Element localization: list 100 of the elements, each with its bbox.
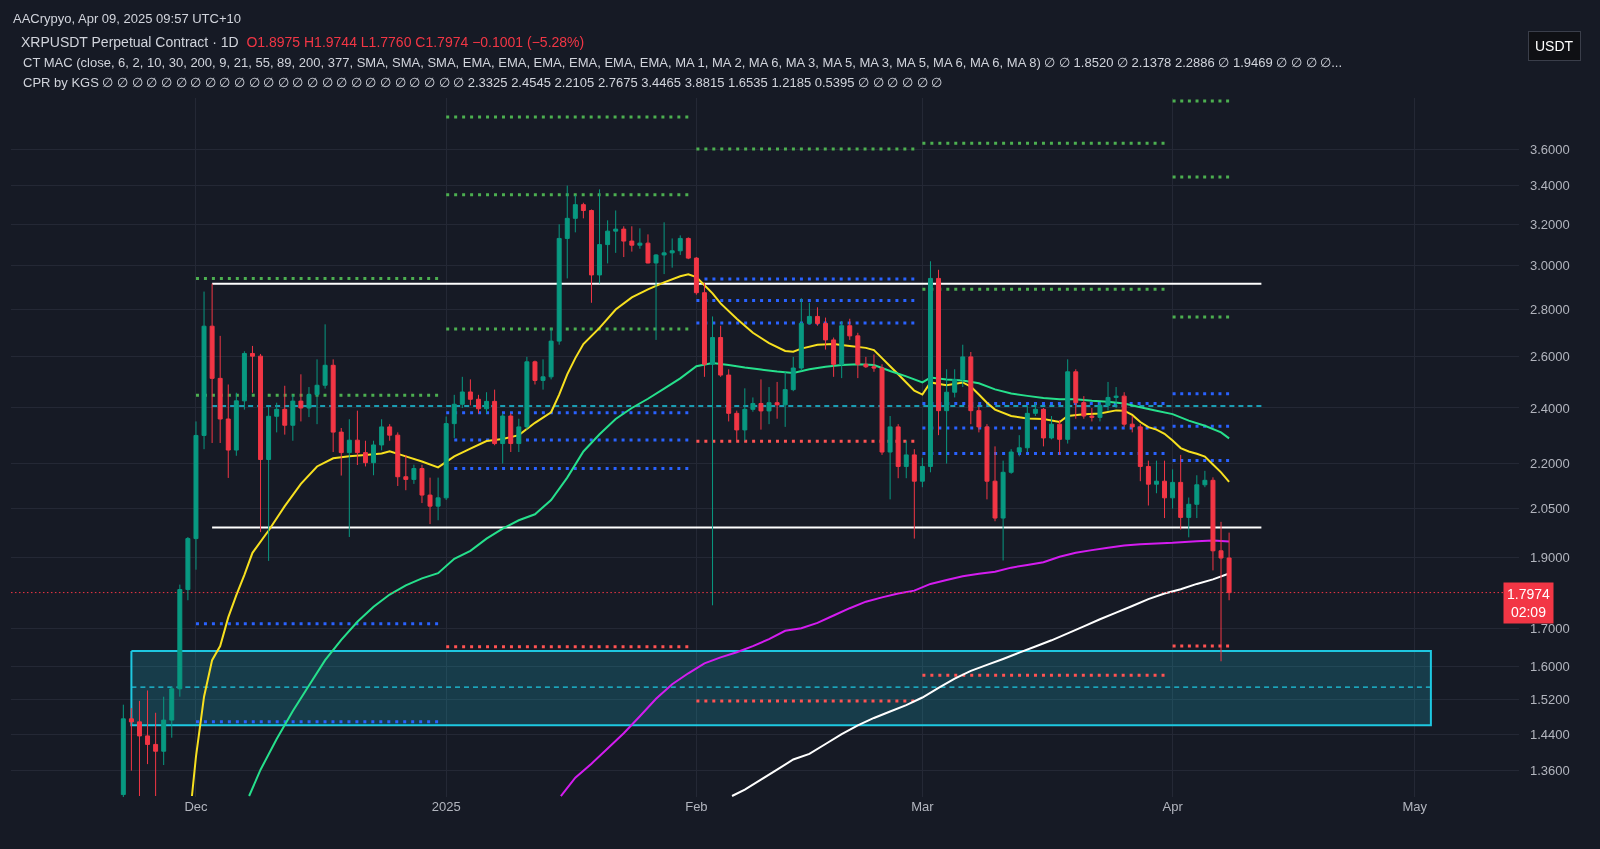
candlestick xyxy=(669,237,675,269)
candlestick xyxy=(1097,402,1103,422)
candlestick xyxy=(944,368,950,465)
candlestick xyxy=(258,353,264,533)
candlestick xyxy=(451,394,457,439)
line-series xyxy=(559,539,1231,797)
candlestick xyxy=(411,464,417,485)
candlestick xyxy=(564,185,570,279)
candlestick xyxy=(1065,358,1071,445)
y-tick-label: 3.6000 xyxy=(1530,141,1570,157)
candlestick xyxy=(790,356,796,392)
line-series xyxy=(190,273,1231,797)
candlestick xyxy=(322,323,328,390)
candlestick xyxy=(1016,434,1022,457)
candlestick xyxy=(597,188,603,284)
candlestick xyxy=(976,406,982,433)
candlestick xyxy=(145,689,151,765)
candlestick xyxy=(782,371,788,428)
candlestick xyxy=(903,440,909,479)
y-tick-label: 2.4000 xyxy=(1530,400,1570,416)
candlestick xyxy=(274,402,280,433)
y-tick-label: 2.8000 xyxy=(1530,302,1570,318)
candlestick xyxy=(1170,468,1176,510)
candlestick xyxy=(225,383,231,479)
candlestick xyxy=(580,202,586,219)
chart-title: XRPUSDT Perpetual Contract · 1D xyxy=(21,33,239,50)
candlestick xyxy=(645,233,651,264)
candlestick xyxy=(1121,391,1127,428)
candlestick xyxy=(1024,404,1030,453)
candlestick xyxy=(1040,407,1046,447)
y-tick-label: 1.9000 xyxy=(1530,549,1570,565)
candlestick xyxy=(1089,407,1095,422)
candlestick xyxy=(354,410,360,466)
candlestick xyxy=(1057,419,1063,456)
candlestick xyxy=(548,327,554,380)
candlestick xyxy=(693,256,699,296)
candlestick xyxy=(871,353,877,373)
candlestick xyxy=(1145,460,1151,507)
text: CT MAC (close, 6, 2, 10, 30, 200, 9, 21, 55, 89, 200, 377, SMA, SMA, SMA, EMA, EMA, EMA, EMA, EMA, EMA, MA 1, MA 2, MA 6, MA 3, MA 5, MA 3, MA 5, MA 6, MA 6, MA 8) ∅ ∅ 1.8520 ∅ 2.1378 2.2886 ∅ 1.9469 ∅ ∅ ∅ ∅... xyxy=(23,55,1342,70)
candlestick xyxy=(806,302,812,326)
candlestick xyxy=(379,418,385,451)
candlestick xyxy=(952,368,958,398)
candlestick xyxy=(1178,454,1184,531)
candlestick xyxy=(387,423,393,442)
text: AACrypyo, Apr 09, 2025 09:57 UTC+10 xyxy=(13,11,241,26)
candlestick xyxy=(1137,423,1143,482)
candlestick xyxy=(282,385,288,436)
candlestick xyxy=(508,412,514,453)
candlestick xyxy=(887,415,893,500)
line-series xyxy=(248,362,1231,797)
candlestick xyxy=(403,454,409,491)
candlestick xyxy=(169,686,175,739)
candlestick xyxy=(936,269,942,436)
y-tick-label: 1.3600 xyxy=(1530,763,1570,779)
candlestick xyxy=(927,260,933,473)
candlestick xyxy=(1226,532,1232,601)
x-tick-label: Feb xyxy=(685,799,708,814)
candlestick xyxy=(153,712,159,797)
candlestick xyxy=(1113,386,1119,409)
candlestick xyxy=(758,378,764,431)
y-tick-label: 2.6000 xyxy=(1530,349,1570,365)
candlestick xyxy=(1202,470,1208,488)
candlestick xyxy=(1162,460,1168,519)
candlestick xyxy=(500,412,506,465)
candlestick xyxy=(209,283,215,444)
candlestick xyxy=(1000,460,1006,562)
candlestick xyxy=(1073,368,1079,420)
candlestick xyxy=(217,335,223,444)
candlestick xyxy=(314,358,320,425)
candlestick xyxy=(427,477,433,525)
candlestick xyxy=(1194,474,1200,519)
candlestick xyxy=(968,351,974,425)
candlestick xyxy=(362,440,368,467)
candlestick xyxy=(710,315,716,606)
candlestick xyxy=(911,448,917,540)
candlestick xyxy=(1105,381,1111,412)
y-tick-label: 2.2000 xyxy=(1530,456,1570,472)
candlestick xyxy=(1210,476,1216,571)
candlestick xyxy=(298,373,304,422)
candlestick xyxy=(605,219,611,264)
candlestick xyxy=(201,291,207,450)
candlestick xyxy=(338,427,344,477)
candlestick xyxy=(1032,402,1038,417)
candlestick xyxy=(467,378,473,406)
candlestick xyxy=(919,457,925,488)
candlestick xyxy=(193,420,199,571)
candlestick xyxy=(798,297,804,372)
candlestick xyxy=(435,477,441,521)
candlestick xyxy=(185,536,191,601)
candlestick xyxy=(1129,415,1135,433)
candlestick xyxy=(992,445,998,522)
candlestick xyxy=(1081,395,1087,420)
candlestick xyxy=(823,317,829,351)
candlestick xyxy=(879,363,885,456)
candlestick xyxy=(1186,497,1192,538)
candlestick xyxy=(855,332,861,379)
candlestick xyxy=(161,696,167,766)
candlestick xyxy=(241,350,247,411)
candlestick xyxy=(484,391,490,414)
candlestick xyxy=(1153,460,1159,494)
